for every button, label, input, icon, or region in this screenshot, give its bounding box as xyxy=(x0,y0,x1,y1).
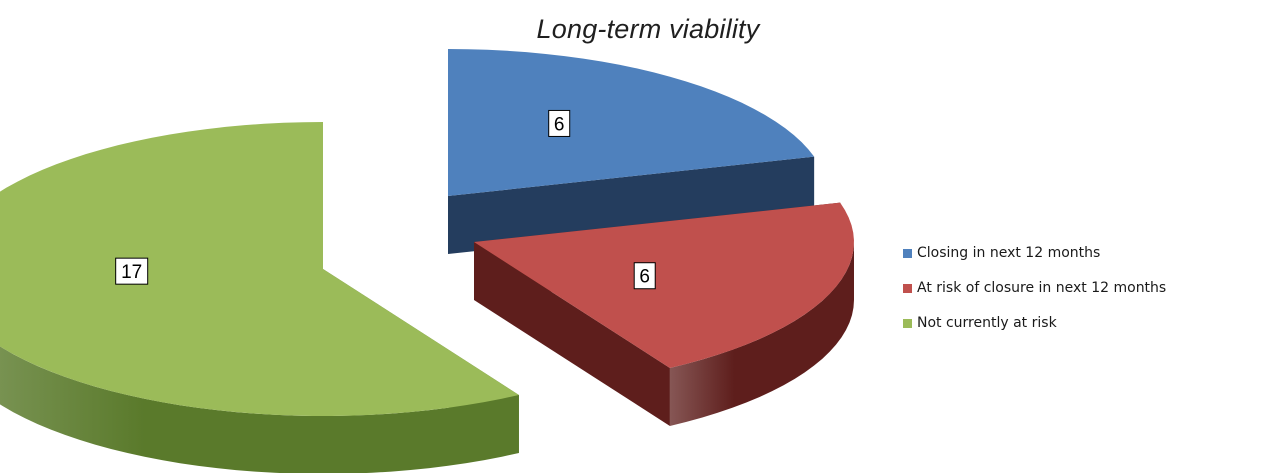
legend-entry: Closing in next 12 months xyxy=(903,243,1166,264)
slice-top-face xyxy=(474,202,854,368)
legend-label: Closing in next 12 months xyxy=(917,245,1101,261)
legend-entry: Not currently at risk xyxy=(903,313,1166,334)
slice-cut-face xyxy=(448,156,815,254)
data-label-text: 17 xyxy=(121,262,142,283)
legend-swatch xyxy=(903,284,912,293)
legend: Closing in next 12 months At risk of clos… xyxy=(903,243,1166,348)
data-label-2: 6 xyxy=(633,262,656,290)
pie-slice-3 xyxy=(0,122,519,473)
slice-top-face xyxy=(448,49,815,196)
legend-label: Not currently at risk xyxy=(917,315,1057,331)
data-label-3: 17 xyxy=(115,257,149,285)
legend-label: At risk of closure in next 12 months xyxy=(917,280,1167,296)
data-label-text: 6 xyxy=(639,267,650,288)
slice-cut-face xyxy=(474,242,670,426)
legend-swatch xyxy=(903,319,912,328)
slice-outer-wall xyxy=(669,242,854,426)
pie-slice-1 xyxy=(448,49,815,254)
slice-top-face xyxy=(0,122,519,416)
slice-outer-wall xyxy=(0,346,519,473)
chart-title: Long-term viability xyxy=(536,14,760,44)
legend-swatch xyxy=(903,249,912,258)
legend-entry: At risk of closure in next 12 months xyxy=(903,278,1166,299)
data-label-1: 6 xyxy=(548,109,571,137)
data-label-text: 6 xyxy=(554,114,565,135)
pie-slice-2 xyxy=(474,202,854,426)
